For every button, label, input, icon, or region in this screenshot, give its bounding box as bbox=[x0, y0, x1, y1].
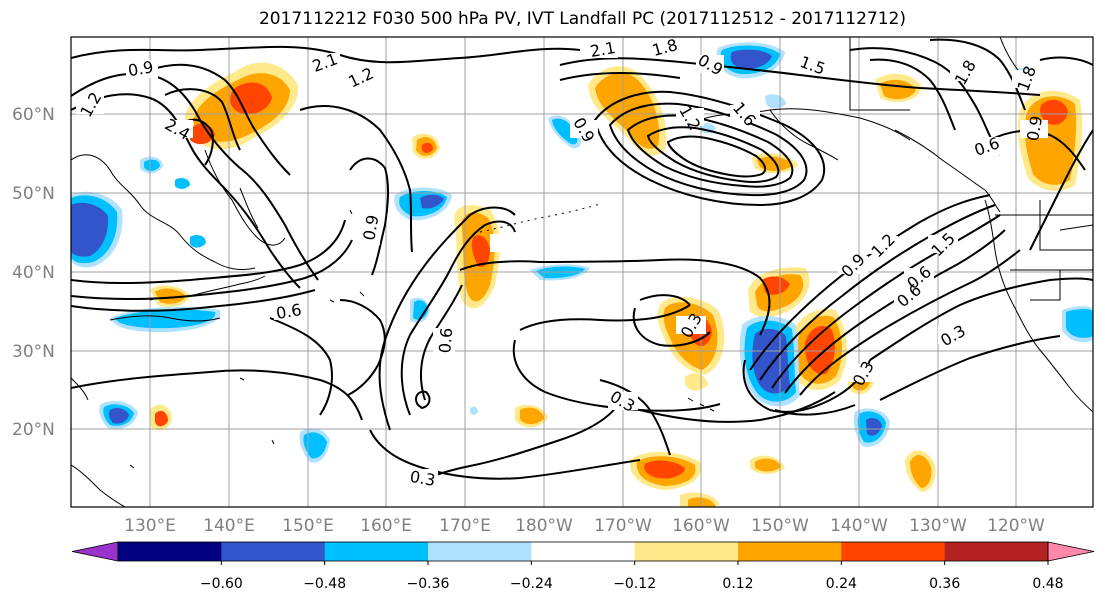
colorbar-tick-label: −0.24 bbox=[510, 576, 553, 592]
lon-label: 150°W bbox=[751, 516, 809, 536]
coastlines bbox=[71, 37, 1093, 507]
colorbar-extend-low bbox=[71, 541, 119, 562]
colorbar-tick-label: 0.12 bbox=[722, 576, 753, 592]
lon-label: 150°E bbox=[282, 516, 334, 536]
lat-label: 50°N bbox=[12, 184, 55, 204]
colorbar-tick-label: −0.36 bbox=[407, 576, 450, 592]
lon-label: 170°W bbox=[594, 516, 652, 536]
colorbar-segment bbox=[738, 542, 842, 561]
contour-label: 1.8 bbox=[650, 35, 680, 60]
colorbar-segment bbox=[634, 542, 739, 561]
lon-label: 160°E bbox=[360, 516, 412, 536]
colorbar-segment bbox=[118, 542, 222, 561]
colorbar-ticks: −0.60 −0.48 −0.36 −0.24 −0.12 0.12 0.24 0.36 0.4… bbox=[200, 561, 1064, 592]
colorbar-segment bbox=[944, 542, 1049, 561]
colorbar-segment bbox=[841, 542, 946, 561]
colorbar-tick-label: 0.36 bbox=[929, 576, 960, 592]
colorbar-tick-label: −0.48 bbox=[303, 576, 346, 592]
graticule bbox=[71, 37, 1093, 507]
lon-label: 160°W bbox=[672, 516, 730, 536]
lat-label: 60°N bbox=[12, 105, 55, 125]
contour-label: 0.3 bbox=[408, 467, 436, 490]
map-frame bbox=[70, 36, 1094, 508]
latitude-labels: 60°N 50°N 40°N 30°N 20°N bbox=[12, 105, 55, 440]
colorbar-tick-label: 0.24 bbox=[826, 576, 857, 592]
contour-labels: 0.9 2.1 1.2 1.2 2.4 2.1 1.8 0.9 1.6 1.2 … bbox=[76, 35, 1048, 490]
contour-label: 0.9 bbox=[126, 57, 154, 80]
colorbar-segment bbox=[531, 542, 636, 561]
contour-label: 0.6 bbox=[435, 327, 456, 354]
lon-label: 170°E bbox=[439, 516, 491, 536]
negative-shading bbox=[71, 42, 1093, 463]
lon-label: 140°W bbox=[830, 516, 888, 536]
colorbar-frame bbox=[117, 541, 1049, 562]
colorbar-segment bbox=[221, 542, 326, 561]
contour-label: 0.9 bbox=[1023, 114, 1046, 142]
colorbar-extend-high bbox=[1047, 541, 1095, 562]
lat-label: 20°N bbox=[12, 420, 55, 440]
lon-label: 120°W bbox=[987, 516, 1045, 536]
colorbar bbox=[71, 541, 1095, 562]
pv-contours bbox=[71, 38, 1093, 486]
lon-label: 130°E bbox=[124, 516, 176, 536]
lon-label: 130°W bbox=[909, 516, 967, 536]
lon-label: 140°E bbox=[203, 516, 255, 536]
contour-label: 0.9 bbox=[359, 213, 382, 241]
contour-label: 2.1 bbox=[589, 38, 617, 61]
colorbar-tick-label: −0.60 bbox=[200, 576, 243, 592]
map-title: 2017112212 F030 500 hPa PV, IVT Landfall… bbox=[258, 9, 906, 29]
colorbar-segment bbox=[324, 542, 429, 561]
lon-label: 180°W bbox=[515, 516, 573, 536]
colorbar-tick-label: 0.48 bbox=[1032, 576, 1063, 592]
longitude-labels: 130°E 140°E 150°E 160°E 170°E 180°W 170°… bbox=[124, 516, 1045, 536]
contour-label: 0.6 bbox=[275, 300, 303, 323]
lat-label: 30°N bbox=[12, 342, 55, 362]
colorbar-tick-label: −0.12 bbox=[613, 576, 656, 592]
colorbar-segment bbox=[428, 542, 532, 561]
lat-label: 40°N bbox=[12, 263, 55, 283]
